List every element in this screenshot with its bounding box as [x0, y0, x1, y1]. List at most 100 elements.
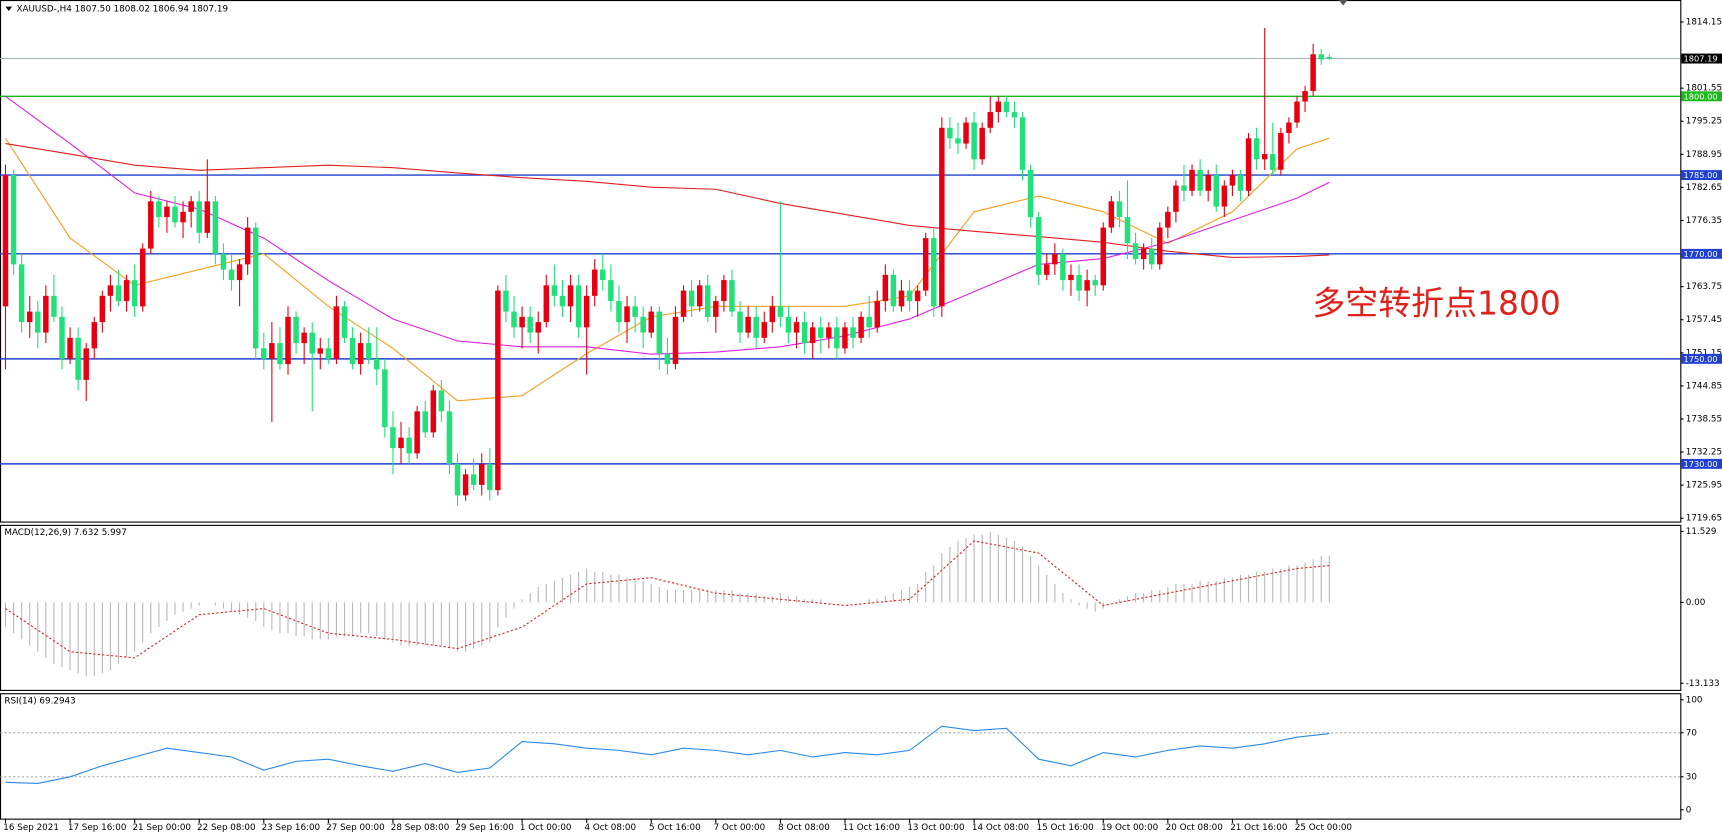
y-tick-label: 0	[1686, 805, 1692, 815]
candle-body	[729, 280, 735, 312]
candle-body	[83, 348, 89, 380]
candle-body	[309, 332, 315, 354]
candle-body	[1132, 243, 1139, 260]
candle-body	[156, 201, 162, 218]
candle-body	[591, 269, 598, 296]
candle-body	[1181, 185, 1187, 191]
y-tick-label: 30	[1686, 772, 1697, 782]
candle-body	[244, 227, 251, 265]
candle-body	[454, 463, 461, 496]
candle-body	[696, 285, 703, 307]
candle-body	[164, 206, 170, 218]
candle-body	[487, 463, 493, 491]
x-tick-label: 25 Oct 00:00	[1295, 823, 1352, 833]
level-label-box	[1681, 458, 1722, 469]
candle-body	[503, 290, 509, 312]
candle-body	[559, 295, 566, 307]
candle-body	[67, 337, 73, 359]
candle-body	[1148, 248, 1155, 265]
candle-body	[204, 201, 211, 233]
candle-body	[333, 306, 340, 359]
macd-title: MACD(12,26,9) 7.632 5.997	[4, 528, 126, 538]
candle-body	[1205, 175, 1211, 191]
candle-body	[462, 474, 469, 496]
candle-body	[551, 285, 558, 296]
candle-body	[1197, 169, 1203, 191]
y-tick-label: 1788.95	[1686, 150, 1722, 160]
candle-body	[1278, 133, 1284, 170]
candle-body	[713, 301, 719, 317]
candle-body	[1310, 54, 1316, 92]
candle-body	[236, 264, 243, 281]
candle-body	[858, 316, 864, 338]
candle-body	[406, 437, 412, 454]
y-tick-label: 1757.45	[1686, 315, 1722, 325]
y-tick-label: 1719.65	[1686, 514, 1722, 524]
candle-body	[1035, 217, 1042, 275]
candle-body	[793, 322, 800, 333]
candle-body	[914, 290, 921, 302]
candle-body	[341, 306, 348, 338]
candle-body	[1326, 56, 1333, 59]
y-tick-label: -13.133	[1686, 679, 1720, 689]
candle-body	[616, 301, 622, 323]
candle-body	[18, 264, 25, 323]
candle-body	[955, 138, 961, 144]
candle-body	[1124, 217, 1131, 244]
candle-body	[745, 316, 751, 333]
candle-body	[1100, 227, 1107, 286]
candle-body	[139, 248, 146, 307]
candle-body	[148, 201, 154, 249]
level-label-box	[1681, 248, 1722, 259]
candle-body	[107, 285, 114, 296]
candle-body	[882, 274, 889, 302]
candle-body	[43, 295, 49, 333]
candle-body	[470, 474, 477, 485]
price-label: 1807.19	[1684, 54, 1718, 64]
shift-marker	[1338, 0, 1348, 6]
candle-body	[35, 311, 41, 333]
candle-body	[438, 390, 445, 412]
candle-body	[2, 175, 9, 307]
candle-body	[688, 290, 695, 307]
candle-body	[1076, 274, 1082, 291]
y-tick-label: 1776.35	[1686, 216, 1722, 226]
candle-body	[446, 411, 453, 464]
x-tick-label: 28 Sep 08:00	[391, 823, 450, 833]
candle-body	[212, 201, 219, 254]
candle-body	[567, 285, 574, 307]
rsi-line	[5, 725, 1330, 784]
candle-body	[874, 301, 880, 328]
price-label-box	[1681, 53, 1722, 64]
candle-body	[648, 311, 654, 333]
candle-body	[59, 316, 65, 359]
candle-body	[890, 274, 897, 307]
candle-body	[640, 316, 646, 333]
candle-body	[906, 290, 913, 302]
level-label: 1730.00	[1684, 459, 1718, 469]
x-tick-label: 27 Sep 00:00	[326, 823, 385, 833]
x-tick-label: 14 Oct 08:00	[972, 823, 1029, 833]
candle-body	[220, 253, 227, 270]
candle-body	[1270, 154, 1276, 170]
level-label-box	[1681, 353, 1722, 364]
candle-body	[1245, 138, 1252, 191]
candle-body	[1237, 175, 1244, 191]
y-tick-label: 1763.75	[1686, 282, 1722, 292]
x-tick-label: 29 Sep 16:00	[455, 823, 514, 833]
menu-arrow	[5, 6, 13, 12]
candle-body	[1213, 175, 1220, 207]
candle-body	[769, 306, 776, 323]
candle-body	[834, 327, 840, 349]
candle-body	[349, 337, 356, 365]
candle-body	[1173, 185, 1179, 212]
candle-body	[931, 238, 937, 307]
candle-body	[818, 327, 824, 338]
candle-body	[1253, 138, 1260, 160]
candle-body	[511, 311, 517, 328]
y-tick-label: 1801.55	[1686, 84, 1722, 94]
y-tick-label: 70	[1686, 728, 1697, 738]
candle-body	[826, 327, 832, 338]
level-label: 1770.00	[1684, 249, 1718, 259]
